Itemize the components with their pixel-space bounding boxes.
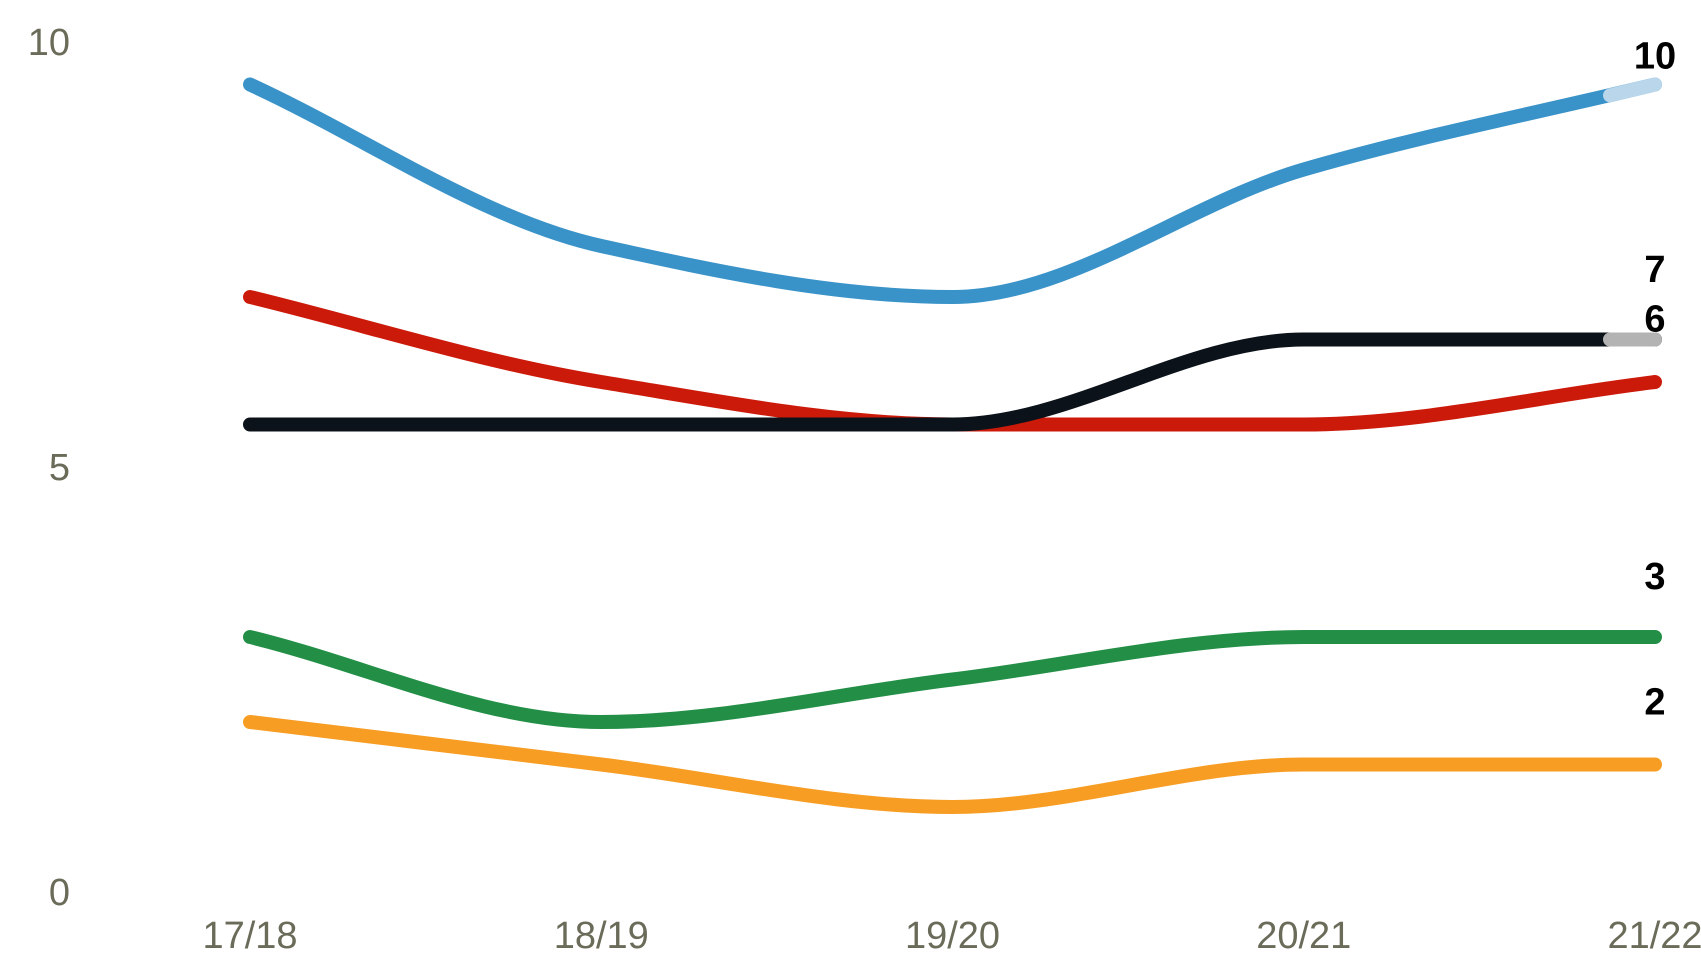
x-axis-tick-labels: 17/18 18/19 19/20 20/21 21/22 bbox=[202, 915, 1701, 954]
x-tick-label: 21/22 bbox=[1607, 915, 1701, 954]
series-end-label-0: 10 bbox=[1634, 36, 1676, 78]
y-tick-label: 5 bbox=[49, 447, 70, 489]
y-axis-tick-labels: 0 5 10 bbox=[28, 22, 70, 914]
series-end-cap-0 bbox=[1603, 77, 1662, 103]
series-line-3 bbox=[243, 629, 1662, 729]
series-line-4 bbox=[243, 715, 1662, 814]
x-tick-label: 20/21 bbox=[1256, 915, 1351, 954]
series-end-label-3: 3 bbox=[1644, 556, 1665, 598]
x-tick-label: 17/18 bbox=[202, 915, 297, 954]
series-line-1 bbox=[243, 290, 1662, 432]
series-end-labels: 10 7 6 3 2 bbox=[1634, 36, 1676, 724]
y-tick-label: 10 bbox=[28, 22, 70, 64]
x-tick-label: 18/19 bbox=[554, 915, 649, 954]
series-line-0 bbox=[243, 77, 1662, 304]
series-end-label-2: 6 bbox=[1644, 299, 1665, 341]
series-lines bbox=[243, 77, 1662, 814]
series-end-label-4: 2 bbox=[1644, 682, 1665, 724]
y-tick-label: 0 bbox=[49, 872, 70, 914]
x-tick-label: 19/20 bbox=[905, 915, 1000, 954]
series-line-2 bbox=[243, 332, 1662, 432]
series-end-label-1: 7 bbox=[1644, 249, 1665, 291]
